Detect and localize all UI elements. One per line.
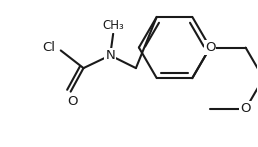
Text: O: O xyxy=(205,41,215,54)
Text: N: N xyxy=(105,49,115,62)
Text: Cl: Cl xyxy=(42,41,55,54)
Text: O: O xyxy=(240,102,251,115)
Text: O: O xyxy=(67,95,78,108)
Text: CH₃: CH₃ xyxy=(102,19,124,32)
